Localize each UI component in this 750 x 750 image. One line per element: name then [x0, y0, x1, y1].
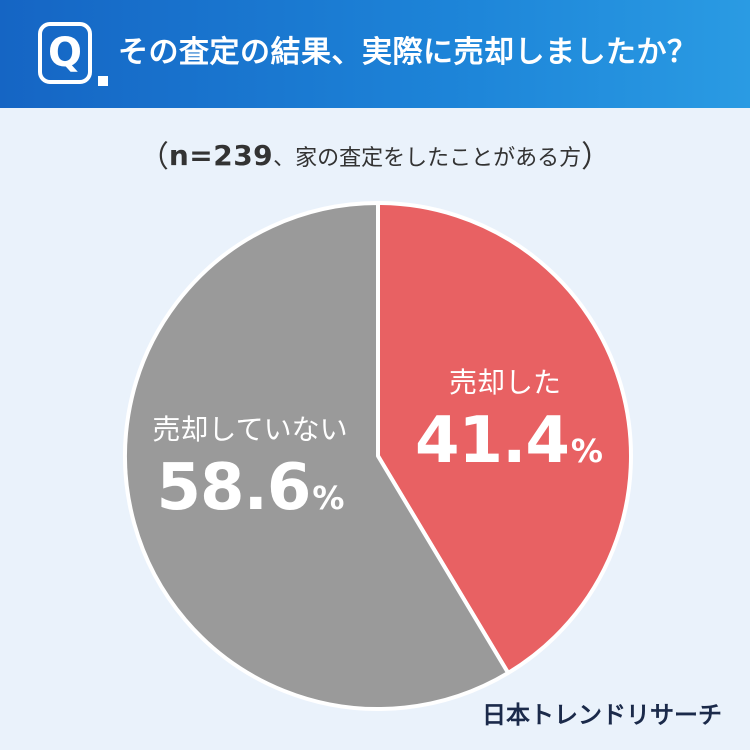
brand-logo: 日本トレンドリサーチ — [482, 701, 722, 729]
pie-slice-sold — [376, 201, 633, 675]
question-badge-dot — [98, 76, 108, 86]
slice-value-sold: 41.4 — [415, 404, 570, 478]
slice-name-not-sold: 売却していない — [152, 413, 348, 446]
sample-size: n=239 — [168, 139, 274, 172]
sample-note-open-paren: （ — [138, 140, 169, 175]
slice-name-sold: 売却した — [448, 366, 561, 399]
question-title: その査定の結果、実際に売却しましたか？ — [118, 35, 698, 70]
sample-note-close-paren: ） — [581, 140, 612, 175]
slice-label-not-sold: 売却していない 58.6% — [135, 412, 365, 544]
slice-percent-sold: 41.4% — [415, 401, 603, 497]
sample-description: 、家の査定をしたことがある方 — [273, 146, 582, 171]
sample-note: （n=239、家の査定をしたことがある方） — [0, 136, 750, 179]
slice-label-sold: 売却した 41.4% — [415, 365, 603, 497]
pie-slice-not-sold — [123, 201, 511, 711]
slice-value-not-sold: 58.6 — [156, 451, 312, 525]
question-badge: Q — [38, 22, 92, 84]
slice-unit-not-sold: % — [312, 479, 344, 517]
question-header: Q その査定の結果、実際に売却しましたか？ — [0, 0, 750, 108]
slice-percent-not-sold: 58.6% — [135, 448, 365, 544]
slice-unit-sold: % — [570, 432, 603, 470]
